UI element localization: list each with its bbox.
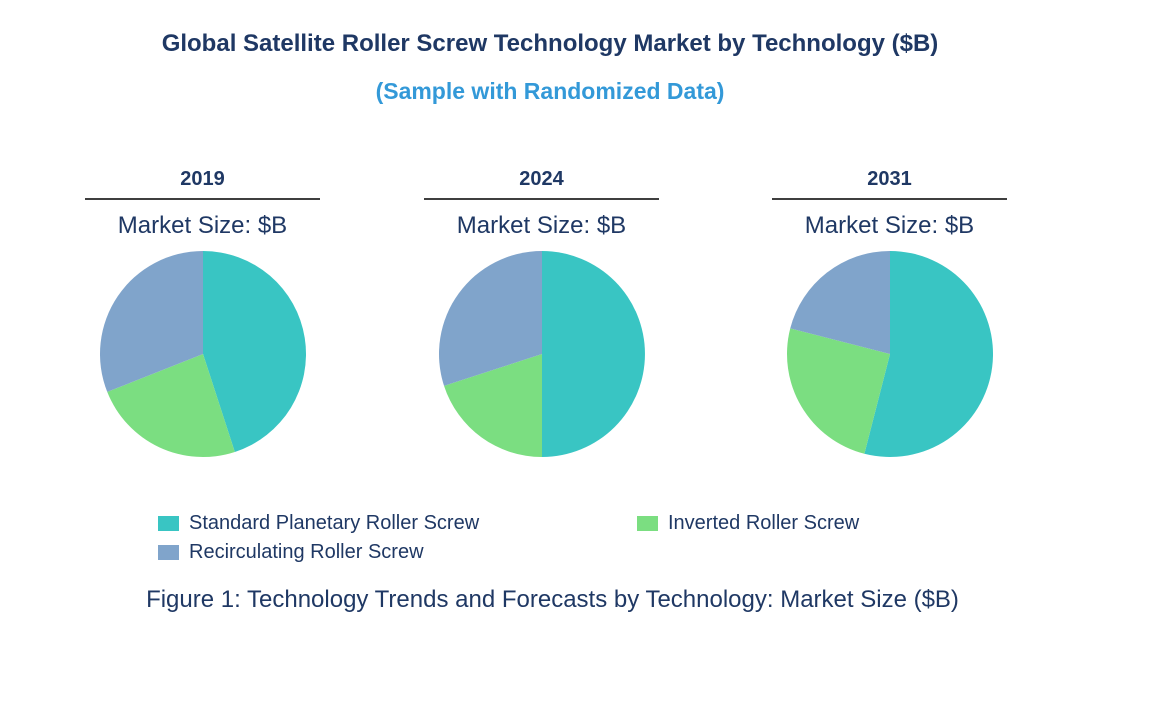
pie-chart-2019 bbox=[99, 250, 306, 458]
legend-item-standard-planetary-roller-screw: Standard Planetary Roller Screw bbox=[158, 512, 479, 534]
pie-slice-inverted-roller-screw bbox=[443, 354, 542, 457]
page-subtitle: (Sample with Randomized Data) bbox=[375, 78, 725, 104]
pie-slice-standard-planetary-roller-screw bbox=[541, 251, 645, 457]
pie-panel-2024: 2024 Market Size: $B bbox=[424, 168, 659, 458]
legend-label-inverted: Inverted Roller Screw bbox=[668, 511, 860, 534]
year-header-2024: 2024 bbox=[424, 168, 659, 200]
pie-slice-inverted-roller-screw bbox=[786, 328, 890, 454]
legend-swatch-standard-planetary-icon bbox=[158, 515, 179, 531]
pie-slice-recirculating-roller-screw bbox=[438, 251, 542, 386]
market-size-label-2024: Market Size: $B bbox=[456, 212, 627, 239]
pie-slice-standard-planetary-roller-screw bbox=[863, 251, 993, 457]
year-header-2031: 2031 bbox=[772, 168, 1007, 200]
legend-item-recirculating-roller-screw: Recirculating Roller Screw bbox=[158, 541, 479, 563]
pie-slice-recirculating-roller-screw bbox=[99, 250, 203, 392]
pie-slice-inverted-roller-screw bbox=[106, 354, 235, 458]
legend-label-recirculating: Recirculating Roller Screw bbox=[189, 540, 424, 563]
legend-column-2: Inverted Roller Screw bbox=[637, 512, 859, 541]
pie-panel-2019: 2019 Market Size: $B bbox=[85, 168, 320, 458]
legend-label-standard-planetary: Standard Planetary Roller Screw bbox=[189, 511, 480, 534]
pie-slice-standard-planetary-roller-screw bbox=[202, 251, 306, 452]
market-size-label-2019: Market Size: $B bbox=[117, 212, 288, 239]
legend-item-inverted-roller-screw: Inverted Roller Screw bbox=[637, 512, 859, 534]
year-header-2019: 2019 bbox=[85, 168, 320, 200]
page-title: Global Satellite Roller Screw Technology… bbox=[161, 30, 939, 57]
pie-slice-recirculating-roller-screw bbox=[789, 251, 890, 354]
pie-chart-2024 bbox=[438, 251, 645, 457]
legend-swatch-inverted-icon bbox=[637, 515, 658, 531]
legend-column-1: Standard Planetary Roller Screw Recircul… bbox=[158, 512, 479, 570]
legend-swatch-recirculating-icon bbox=[158, 544, 179, 560]
market-size-label-2031: Market Size: $B bbox=[804, 212, 975, 239]
pie-chart-2031 bbox=[786, 251, 993, 457]
figure-caption: Figure 1: Technology Trends and Forecast… bbox=[146, 586, 959, 613]
pie-panel-2031: 2031 Market Size: $B bbox=[772, 168, 1007, 458]
